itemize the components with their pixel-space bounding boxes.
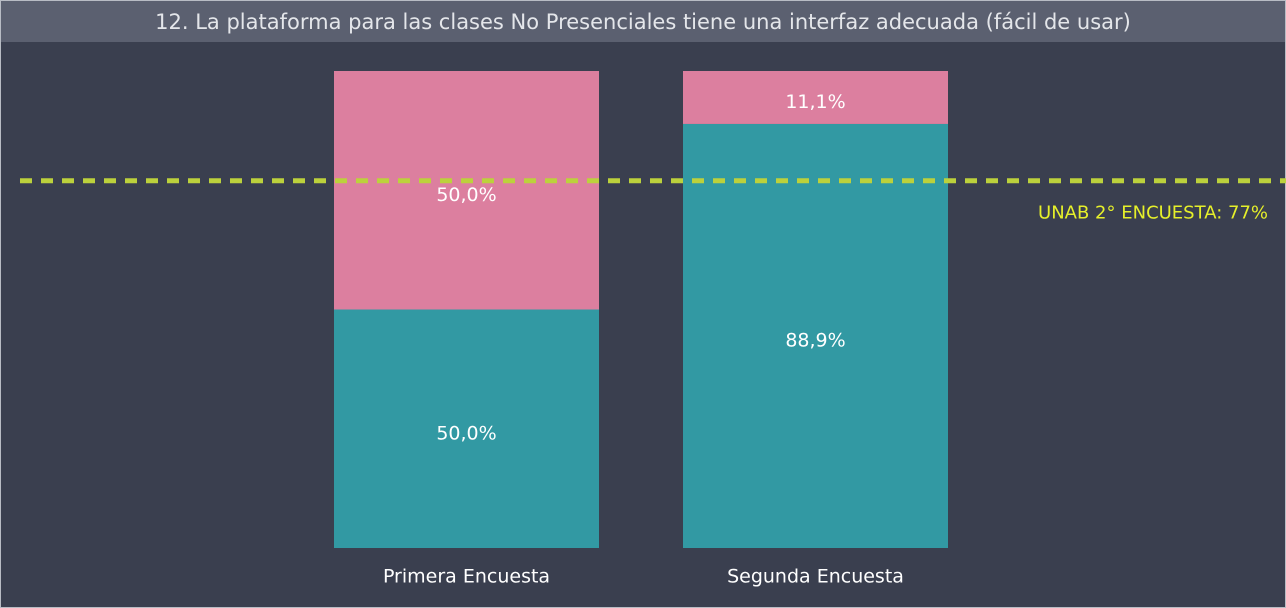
data-label: 50,0% bbox=[436, 422, 496, 444]
bar-segment bbox=[334, 71, 599, 310]
data-label: 50,0% bbox=[436, 184, 496, 206]
bar-segment bbox=[683, 71, 948, 124]
x-tick-label: Primera Encuesta bbox=[383, 566, 550, 588]
bar-segment bbox=[683, 123, 948, 549]
x-tick-label: Segunda Encuesta bbox=[727, 566, 904, 588]
bar-segment bbox=[334, 309, 599, 548]
reference-label: UNAB 2° ENCUESTA: 77% bbox=[1038, 203, 1268, 224]
data-label: 88,9% bbox=[785, 329, 845, 351]
chart-title: 12. La plataforma para las clases No Pre… bbox=[155, 10, 1131, 34]
title-bar bbox=[1, 1, 1285, 42]
data-label: 11,1% bbox=[785, 91, 845, 113]
